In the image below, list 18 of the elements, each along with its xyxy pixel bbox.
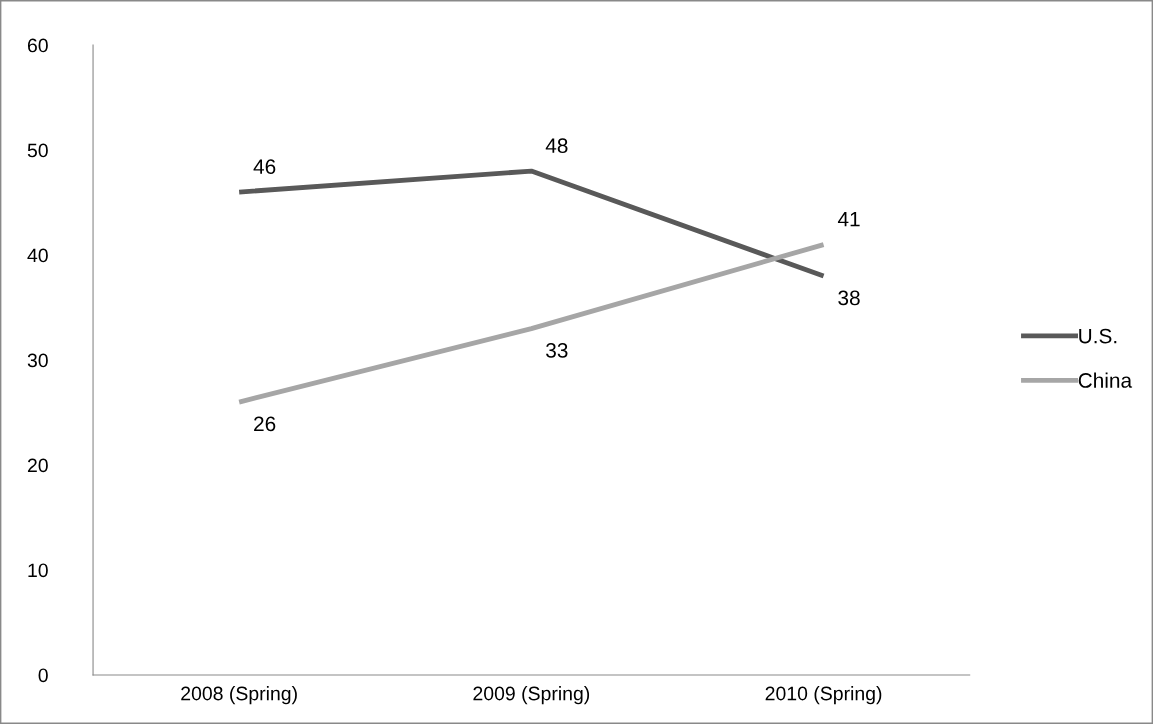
y-tick-label: 30	[27, 353, 48, 368]
legend-label: China	[1078, 372, 1133, 388]
x-tick-label: 2009 (Spring)	[473, 686, 590, 705]
legend-label: U.S.	[1079, 328, 1117, 344]
y-tick-label: 20	[27, 458, 48, 473]
x-tick-label: 2010 (Spring)	[765, 686, 882, 705]
y-tick-label: 50	[27, 143, 48, 158]
data-label: 48	[545, 138, 568, 154]
y-tick-label: 10	[28, 563, 48, 578]
y-tick-label: 60	[27, 38, 48, 53]
data-label: 26	[254, 416, 276, 432]
y-tick-label: 0	[38, 668, 48, 683]
data-label: 33	[546, 342, 568, 358]
data-label: 41	[837, 212, 860, 227]
x-tick-label: 2008 (Spring)	[181, 686, 297, 705]
y-tick-label: 40	[27, 248, 48, 263]
data-label: 38	[838, 290, 860, 306]
data-label: 46	[253, 159, 276, 175]
